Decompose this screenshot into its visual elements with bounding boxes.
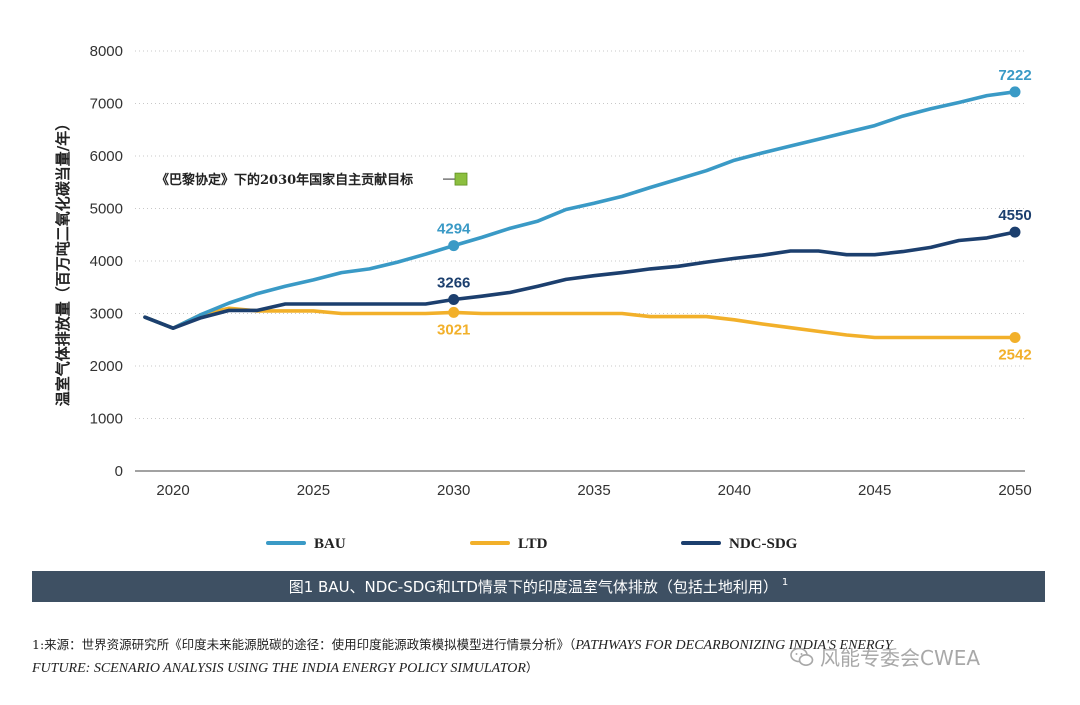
data-markers: 4294 7222 3266 4550 3021 2542 — [437, 67, 1032, 364]
data-label: 4294 — [437, 221, 471, 238]
watermark: 风能专委会CWEA — [790, 642, 980, 671]
x-tick-label: 2050 — [998, 482, 1031, 499]
y-axis-label: 温室气体排放量（百万吨二氧化碳当量/年） — [54, 116, 72, 406]
grid-lines — [135, 50, 1025, 472]
y-tick-label: 1000 — [90, 411, 123, 428]
data-label: 2542 — [998, 347, 1031, 364]
y-tick-label: 0 — [115, 463, 123, 480]
x-tick-label: 2035 — [577, 482, 610, 499]
legend-item-bau: BAU — [266, 536, 346, 552]
y-axis: 0 1000 2000 3000 4000 5000 6000 7000 8000 — [90, 43, 123, 480]
series-lines — [143, 90, 1017, 340]
x-tick-label: 2030 — [437, 482, 470, 499]
data-point-ndc-sdg — [448, 294, 460, 306]
data-point-ltd — [1009, 332, 1021, 344]
y-tick-label: 4000 — [90, 253, 123, 270]
data-point-bau — [1009, 86, 1021, 98]
x-tick-label: 2025 — [297, 482, 330, 499]
caption-text: 图1 BAU、NDC-SDG和LTD情景下的印度温室气体排放（包括土地利用） — [288, 578, 778, 596]
data-label: 4550 — [998, 207, 1031, 224]
data-label: 7222 — [998, 67, 1031, 84]
annotation-marker — [454, 172, 468, 186]
data-point-ndc-sdg — [1009, 226, 1021, 238]
legend-item-ltd: LTD — [470, 536, 548, 552]
footnote-title-part1: PATHWAYS FOR DECARBONIZING INDIA'S ENERG… — [575, 638, 893, 653]
ndc-target-annotation: 《巴黎协定》下的2030年国家自主贡献目标 — [156, 172, 468, 188]
wechat-icon — [790, 647, 814, 666]
data-label: 3021 — [437, 321, 470, 338]
y-tick-label: 7000 — [90, 96, 123, 113]
y-tick-label: 2000 — [90, 358, 123, 375]
legend-label: BAU — [314, 536, 346, 552]
x-tick-label: 2040 — [718, 482, 751, 499]
y-tick-label: 5000 — [90, 201, 123, 218]
source-footnote: 1:来源：世界资源研究所《印度未来能源脱碳的途径：使用印度能源政策模拟模型进行情… — [32, 634, 1032, 680]
footnote-suffix: ） — [525, 660, 539, 675]
data-point-ltd — [448, 306, 460, 318]
x-tick-label: 2020 — [156, 482, 189, 499]
y-tick-label: 8000 — [90, 43, 123, 60]
series-line-bau — [143, 90, 1017, 330]
footnote-title-part2: FUTURE: SCENARIO ANALYSIS USING THE INDI… — [32, 661, 526, 676]
caption-footnote-ref: 1 — [781, 577, 789, 588]
y-tick-label: 6000 — [90, 148, 123, 165]
legend-label: LTD — [518, 536, 548, 552]
annotation-text: 《巴黎协定》下的2030年国家自主贡献目标 — [156, 172, 413, 188]
series-line-ndc-sdg — [143, 230, 1017, 330]
data-point-bau — [448, 240, 460, 252]
x-tick-label: 2045 — [858, 482, 891, 499]
x-axis: 2020 2025 2030 2035 2040 2045 2050 — [156, 482, 1031, 499]
data-label: 3266 — [437, 275, 470, 292]
legend-label: NDC-SDG — [729, 536, 798, 552]
figure-caption: 图1 BAU、NDC-SDG和LTD情景下的印度温室气体排放（包括土地利用） 1 — [32, 571, 1045, 602]
y-tick-label: 3000 — [90, 306, 123, 323]
legend-item-ndc-sdg: NDC-SDG — [681, 536, 798, 552]
series-line-ltd — [143, 306, 1017, 340]
legend: BAU LTD NDC-SDG — [266, 536, 798, 552]
watermark-text: 风能专委会CWEA — [820, 646, 981, 670]
footnote-prefix: 1:来源：世界资源研究所《印度未来能源脱碳的途径：使用印度能源政策模拟模型进行情… — [32, 637, 576, 652]
